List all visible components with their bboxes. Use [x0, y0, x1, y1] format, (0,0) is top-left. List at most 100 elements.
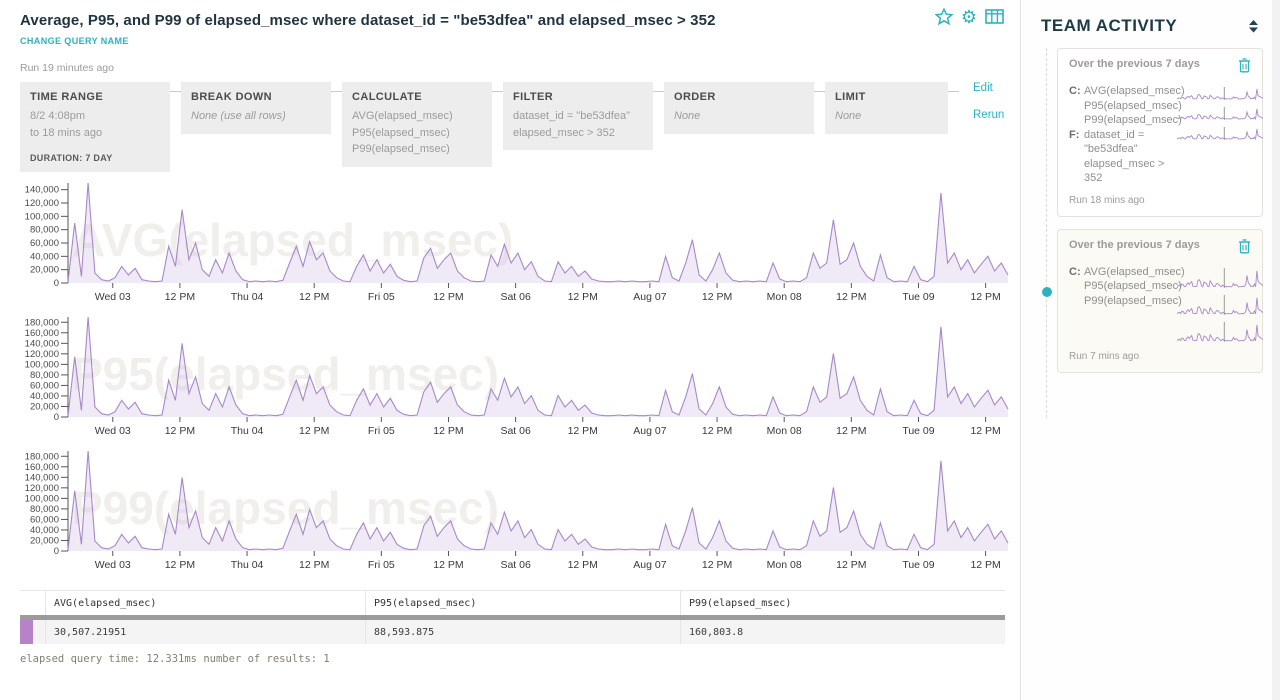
x-tick-label: 12 PM [970, 425, 1000, 437]
query-box-value: AVG(elapsed_msec) [352, 110, 453, 122]
calculation-item: P99(elapsed_msec) [1084, 114, 1182, 127]
activity-card[interactable]: Over the previous 7 days C: AVG(elapsed_ms… [1057, 228, 1263, 373]
x-tick-label: 12 PM [433, 291, 463, 303]
query-box-value: 8/2 4:08pm [30, 110, 86, 122]
builder-actions: Edit Rerun [973, 82, 1004, 121]
page-title: Average, P95, and P99 of elapsed_msec wh… [20, 12, 716, 29]
card-calculations-row: C: AVG(elapsed_msec) P95(elapsed_msec) P99(… [1069, 84, 1185, 128]
chart-watermark: P95(elapsed_msec) [72, 348, 499, 400]
activity-card[interactable]: Over the previous 7 days C: AVG(elapsed_ms… [1057, 48, 1263, 217]
x-tick-label: Sat 06 [500, 559, 531, 571]
query-box-heading: LIMIT [835, 91, 866, 103]
filter-item: elapsed_msec > 352 [1084, 157, 1165, 185]
query-box-limit: LIMIT None [825, 82, 948, 134]
run-caption: Run 19 minutes ago [20, 62, 114, 74]
series-area [68, 183, 1008, 283]
series-area [68, 317, 1008, 417]
x-tick-label: Wed 03 [95, 425, 131, 437]
p99-elapsed-msec-plot: P99(elapsed_msec)180,000160,000140,00012… [25, 450, 1009, 571]
sidebar-header: TEAM ACTIVITY [1041, 16, 1258, 36]
sparkline-line [1177, 89, 1263, 100]
series-swatch-cell [20, 620, 45, 644]
chart-p99-elapsed-msec[interactable]: P99(elapsed_msec) 180,000 160,000 140,000 12… [20, 448, 1020, 576]
box-connector-line [948, 91, 959, 92]
y-tick-label: 40,000 [30, 525, 59, 536]
query-sparkline [1177, 267, 1263, 288]
x-tick-label: 12 PM [836, 559, 866, 571]
query-box-break-down: BREAK DOWN None (use all rows) [181, 82, 331, 134]
x-tick-label: Mon 08 [767, 291, 802, 303]
trash-icon[interactable] [1238, 58, 1251, 78]
table-divider [20, 615, 1005, 620]
x-tick-label: Sat 06 [500, 291, 531, 303]
y-tick-label: 180,000 [25, 451, 59, 462]
table-header-cell: AVG(elapsed_msec) [45, 591, 365, 615]
query-sparkline [1177, 107, 1263, 120]
sort-arrows-icon[interactable] [1249, 19, 1258, 33]
sparkline-line [1177, 129, 1263, 140]
query-box-value: dataset_id = "be53dfea" [513, 110, 630, 122]
calculation-item: P95(elapsed_msec) [1084, 280, 1182, 293]
x-tick-label: 12 PM [970, 559, 1000, 571]
filter-label: F: [1069, 128, 1080, 141]
activity-timeline: Over the previous 7 days C: AVG(elapsed_ms… [1042, 48, 1266, 418]
calculate-label: C: [1069, 85, 1081, 97]
query-builder: TIME RANGE 8/2 4:08pm to 18 mins ago DURATI… [20, 82, 1020, 172]
p95-elapsed-msec-plot: P95(elapsed_msec)180,000160,000140,00012… [25, 316, 1009, 437]
x-tick-label: 12 PM [568, 559, 598, 571]
x-tick-label: 12 PM [568, 425, 598, 437]
y-tick-label: 100,000 [25, 211, 59, 222]
table-header-cell: P95(elapsed_msec) [365, 591, 680, 615]
x-tick-label: Tue 09 [902, 559, 934, 571]
results-table: AVG(elapsed_msec) P95(elapsed_msec) P99(el… [20, 590, 1005, 644]
y-tick-label: 120,000 [25, 483, 59, 494]
chart-watermark: P99(elapsed_msec) [72, 482, 499, 534]
sparkline-line [1177, 324, 1263, 342]
x-tick-label: 12 PM [165, 291, 195, 303]
calculation-list: AVG(elapsed_msec) P95(elapsed_msec) P99(el… [1084, 265, 1185, 309]
activity-timeline-item: Over the previous 7 days C: AVG(elapsed_ms… [1057, 48, 1266, 217]
card-calculations-row: C: AVG(elapsed_msec) P95(elapsed_msec) P99(… [1069, 265, 1185, 309]
table-row[interactable]: 30,507.21951 88,593.875 160,803.8 [20, 620, 1005, 644]
activity-card-title: Over the previous 7 days [1069, 238, 1200, 251]
box-connector-line [331, 91, 342, 92]
query-box-calculate: CALCULATE AVG(elapsed_msec) P95(elapsed_ms… [342, 82, 492, 167]
x-tick-label: 12 PM [165, 425, 195, 437]
y-tick-label: 60,000 [30, 380, 59, 391]
change-query-name-link[interactable]: CHANGE QUERY NAME [20, 36, 129, 46]
x-tick-label: 12 PM [568, 291, 598, 303]
sidebar-scrollbar[interactable] [1272, 0, 1280, 700]
calculate-label: C: [1069, 265, 1081, 278]
query-status: elapsed query time: 12.331ms number of r… [20, 653, 330, 665]
x-tick-label: Wed 03 [95, 559, 131, 571]
table-icon[interactable] [985, 9, 1004, 24]
query-box-heading: CALCULATE [352, 91, 422, 103]
y-tick-label: 60,000 [30, 238, 59, 249]
rerun-link[interactable]: Rerun [973, 109, 1005, 121]
box-connector-line [653, 91, 664, 92]
query-box-value: None [835, 110, 862, 122]
series-line [67, 316, 1009, 417]
gear-icon[interactable]: ⚙ [960, 6, 977, 27]
x-tick-label: 12 PM [433, 559, 463, 571]
x-tick-label: Tue 09 [902, 425, 934, 437]
edit-link[interactable]: Edit [973, 82, 993, 94]
query-box-heading: TIME RANGE [30, 91, 104, 103]
main-panel: Average, P95, and P99 of elapsed_msec wh… [20, 6, 1020, 665]
x-tick-label: 12 PM [299, 425, 329, 437]
x-tick-label: 12 PM [702, 425, 732, 437]
query-box-duration: DURATION: 7 DAY [30, 153, 113, 163]
chart-p95-elapsed-msec[interactable]: P95(elapsed_msec) 180,000 160,000 140,000 12… [20, 314, 1020, 442]
star-icon[interactable] [934, 8, 953, 25]
y-tick-label: 40,000 [30, 391, 59, 402]
y-tick-label: 140,000 [25, 338, 59, 349]
card-query-summary: C: AVG(elapsed_msec) P95(elapsed_msec) P99(… [1069, 265, 1185, 342]
trash-icon[interactable] [1238, 238, 1251, 259]
y-tick-label: 0 [54, 412, 59, 423]
chart-avg-elapsed-msec[interactable]: AVG(elapsed_msec) 140,000 120,000 100,000 80… [20, 180, 1020, 308]
y-tick-label: 40,000 [30, 251, 59, 262]
query-box-filter: FILTER dataset_id = "be53dfea" elapsed_mse… [503, 82, 653, 150]
x-tick-label: Aug 07 [633, 291, 666, 303]
team-activity-sidebar: TEAM ACTIVITY Over the previous 7 days C:… [1020, 0, 1280, 700]
